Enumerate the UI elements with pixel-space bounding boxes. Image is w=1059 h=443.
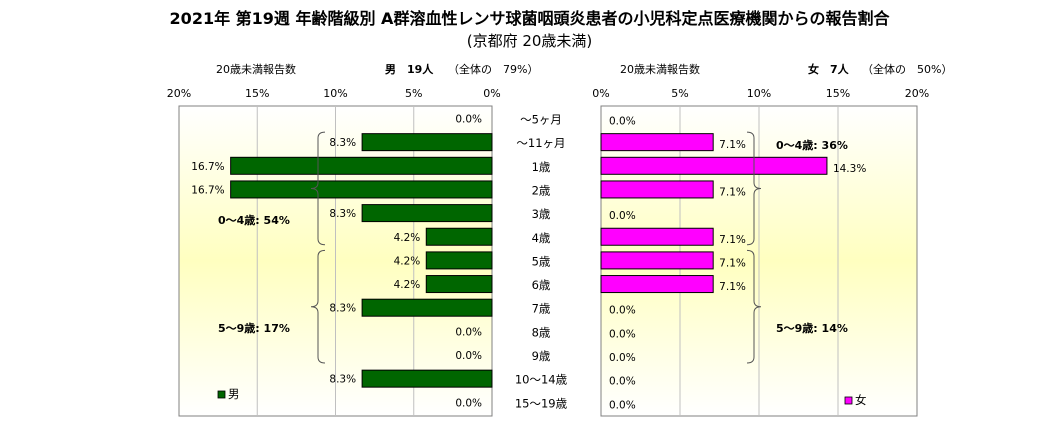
male-bar — [425, 275, 493, 294]
age-category-label: 8歳 — [532, 325, 551, 339]
chart-subtitle: (京都府 20歳未満) — [466, 32, 593, 50]
male-bar — [361, 369, 493, 388]
female-data-label: 7.1% — [719, 234, 746, 246]
male-tick-label: 5% — [405, 87, 422, 100]
female-tick-label: 5% — [671, 87, 688, 100]
female-bar — [600, 180, 714, 199]
age-category-label: ～11ヶ月 — [516, 136, 565, 150]
female-age-group-brace — [746, 249, 762, 364]
male-bar — [230, 156, 493, 175]
female-data-label: 7.1% — [719, 139, 746, 151]
age-category-label: 9歳 — [532, 349, 551, 363]
female-bar — [600, 251, 714, 270]
female-data-label: 7.1% — [719, 257, 746, 269]
age-category-label: 1歳 — [532, 160, 551, 174]
male-bar — [230, 180, 493, 199]
male-bar — [361, 133, 493, 152]
female-total-label: 20歳未満報告数 — [620, 63, 700, 76]
female-data-label: 7.1% — [719, 281, 746, 293]
female-age-group-brace — [746, 131, 762, 246]
male-tick-label: 10% — [323, 87, 347, 100]
male-age-group-annotation: 5～9歳: 17% — [218, 321, 290, 335]
male-data-label: 8.3% — [329, 208, 356, 220]
female-data-label: 0.0% — [609, 352, 636, 364]
female-bar — [600, 156, 828, 175]
male-legend-swatch — [217, 390, 226, 399]
male-tick-label: 0% — [483, 87, 500, 100]
male-bar — [361, 298, 493, 317]
male-tick-label: 20% — [167, 87, 191, 100]
male-data-label: 16.7% — [191, 184, 224, 196]
female-bar — [600, 227, 714, 246]
male-data-label: 0.0% — [455, 114, 482, 126]
male-count: 男 19人 — [385, 63, 434, 76]
female-tick-label: 10% — [747, 87, 771, 100]
female-data-label: 0.0% — [609, 210, 636, 222]
male-age-group-brace — [310, 249, 326, 364]
female-data-label: 0.0% — [609, 328, 636, 340]
male-data-label: 0.0% — [455, 397, 482, 409]
male-bar — [425, 251, 493, 270]
age-category-label: 2歳 — [532, 183, 551, 197]
female-tick-label: 15% — [826, 87, 850, 100]
male-data-label: 4.2% — [394, 232, 421, 244]
male-total-label: 20歳未満報告数 — [216, 63, 296, 76]
female-age-group-annotation: 0～4歳: 36% — [776, 138, 848, 152]
male-data-label: 0.0% — [455, 350, 482, 362]
male-tick-label: 15% — [245, 87, 269, 100]
female-bar — [600, 133, 714, 152]
male-data-label: 4.2% — [394, 279, 421, 291]
male-share: （全体の 79%） — [448, 63, 539, 76]
male-data-label: 0.0% — [455, 326, 482, 338]
age-category-label: 4歳 — [532, 231, 551, 245]
male-data-label: 8.3% — [329, 303, 356, 315]
female-data-label: 0.0% — [609, 376, 636, 388]
age-category-label: 5歳 — [532, 254, 551, 268]
female-tick-label: 0% — [592, 87, 609, 100]
female-age-group-annotation: 5～9歳: 14% — [776, 321, 848, 335]
age-category-label: ～5ヶ月 — [520, 113, 562, 127]
male-bar — [425, 227, 493, 246]
male-data-label: 8.3% — [329, 137, 356, 149]
female-bar — [600, 275, 714, 294]
female-share: （全体の 50%） — [862, 63, 953, 76]
female-count: 女 7人 — [808, 63, 849, 76]
age-category-label: 7歳 — [532, 302, 551, 316]
female-data-label: 0.0% — [609, 305, 636, 317]
female-legend-label: 女 — [855, 393, 867, 407]
female-data-label: 0.0% — [609, 116, 636, 128]
female-tick-label: 20% — [905, 87, 929, 100]
male-bar — [361, 204, 493, 223]
female-data-label: 7.1% — [719, 186, 746, 198]
male-age-group-brace — [310, 131, 326, 246]
age-category-label: 6歳 — [532, 278, 551, 292]
female-data-label: 14.3% — [833, 163, 866, 175]
age-category-label: 15～19歳 — [515, 396, 568, 410]
chart-title: 2021年 第19週 年齢階級別 A群溶血性レンサ球菌咽頭炎患者の小児科定点医療… — [169, 9, 890, 28]
male-data-label: 4.2% — [394, 255, 421, 267]
age-category-label: 3歳 — [532, 207, 551, 221]
male-age-group-annotation: 0～4歳: 54% — [218, 213, 290, 227]
age-category-label: 10～14歳 — [515, 373, 568, 387]
female-data-label: 0.0% — [609, 399, 636, 411]
male-data-label: 8.3% — [329, 374, 356, 386]
female-legend-swatch — [844, 396, 853, 405]
male-legend-label: 男 — [228, 387, 240, 401]
male-data-label: 16.7% — [191, 161, 224, 173]
